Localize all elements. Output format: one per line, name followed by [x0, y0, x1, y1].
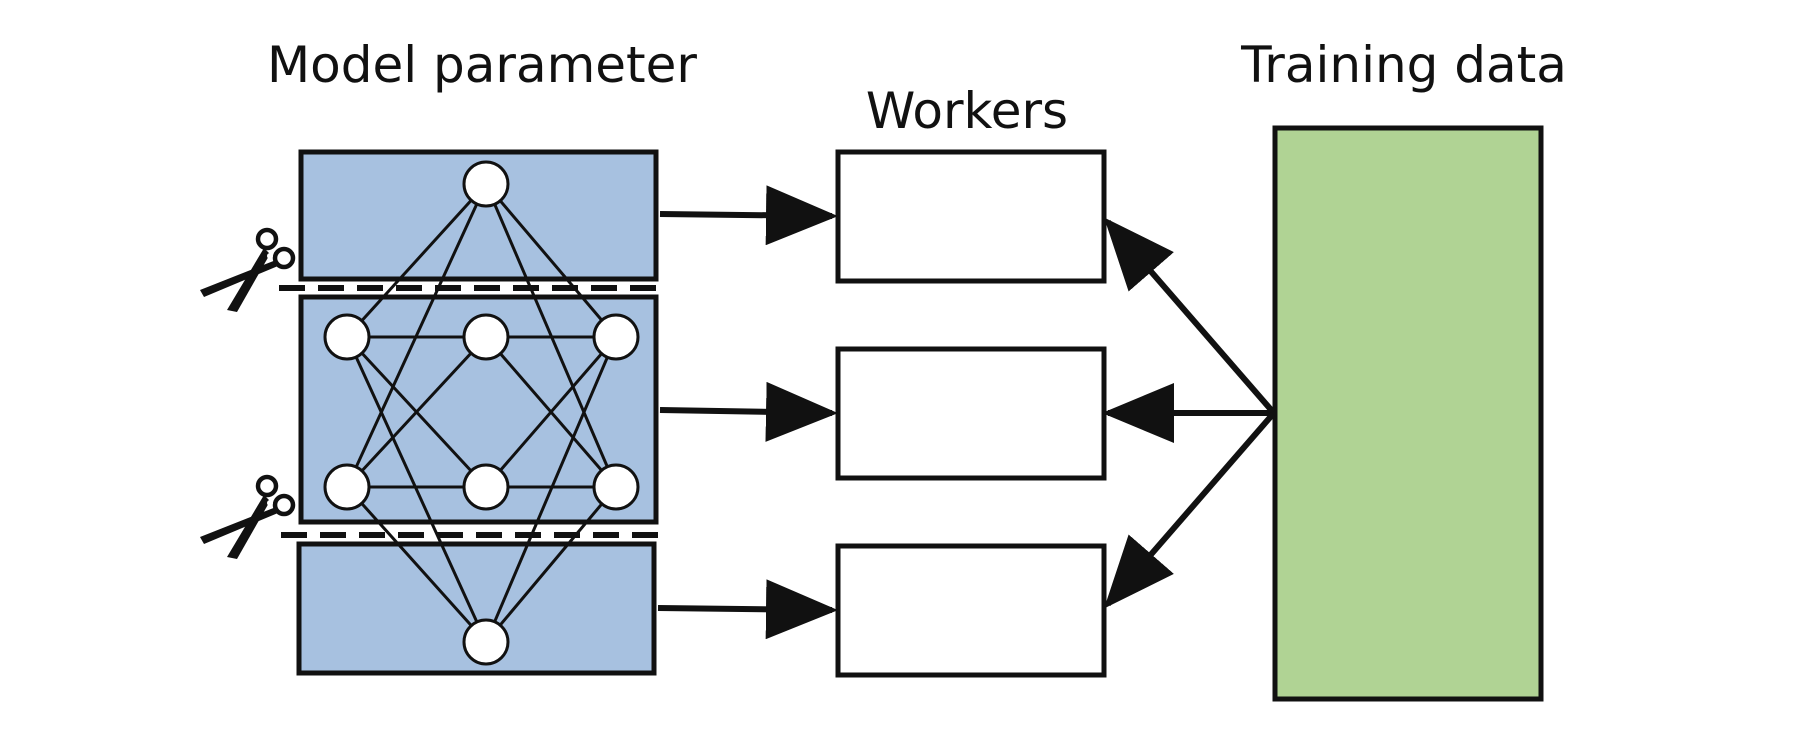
worker-box — [835, 149, 1107, 284]
workers — [835, 149, 1107, 678]
node — [592, 463, 640, 511]
training-data-box — [1272, 125, 1544, 702]
node — [462, 463, 510, 511]
node — [323, 313, 371, 361]
scissors-icon — [200, 230, 293, 312]
training-data-title: Training data — [1240, 36, 1567, 94]
worker-box — [835, 346, 1107, 481]
arrow — [657, 579, 838, 640]
model-partition-bottom — [296, 541, 657, 676]
node — [323, 463, 371, 511]
arrow — [659, 185, 838, 246]
workers-title: Workers — [866, 82, 1068, 140]
node — [462, 160, 510, 208]
arrow — [1104, 217, 1276, 414]
node — [462, 313, 510, 361]
node — [592, 313, 640, 361]
model-parameter-title: Model parameter — [267, 36, 697, 94]
data-arrows — [1102, 217, 1276, 609]
arrow — [1104, 412, 1276, 609]
partition-arrows — [657, 185, 838, 640]
node — [462, 618, 510, 666]
arrow — [659, 381, 838, 442]
network-nodes — [323, 160, 640, 666]
scissors-icon — [200, 477, 293, 559]
model-partitions — [296, 149, 659, 676]
worker-box — [835, 543, 1107, 678]
